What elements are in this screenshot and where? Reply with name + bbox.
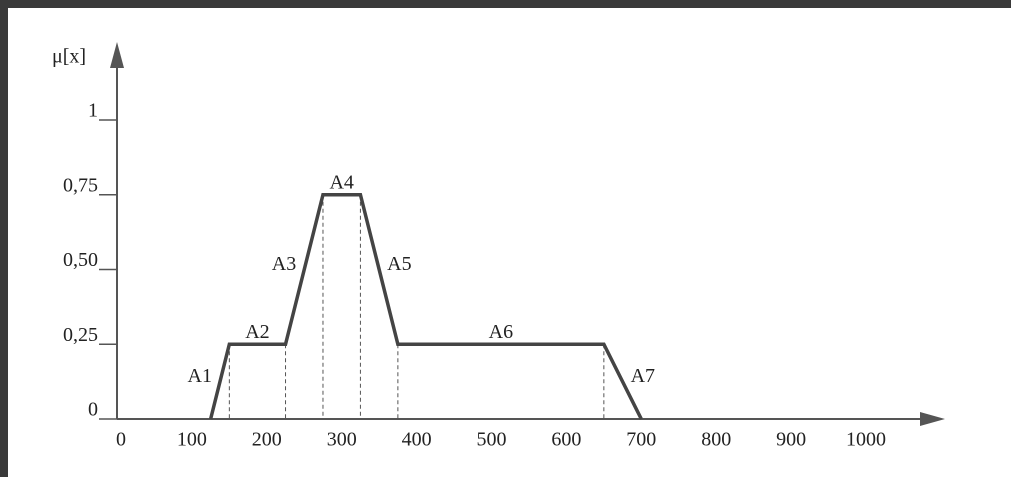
segment-label: A1 xyxy=(188,365,212,387)
y-tick-label: 1 xyxy=(88,100,98,122)
segment-label: A5 xyxy=(387,253,411,275)
x-tick-label: 700 xyxy=(626,429,656,451)
x-tick-label: 600 xyxy=(551,429,581,451)
y-tick-label: 0,50 xyxy=(63,249,98,271)
chart: μ[x] 0 0,25 0,50 0,75 1 0 100 200 300 400 500 600 70… xyxy=(0,0,1011,477)
x-tick-label: 1000 xyxy=(846,429,886,451)
segment-label: A6 xyxy=(489,321,513,343)
segment-label: A7 xyxy=(631,365,655,387)
y-axis-label: μ[x] xyxy=(52,46,86,68)
x-tick-label: 200 xyxy=(252,429,282,451)
x-tick-label: 900 xyxy=(776,429,806,451)
y-tick-label: 0,25 xyxy=(63,324,98,346)
x-tick-label: 400 xyxy=(402,429,432,451)
segment-label: A2 xyxy=(245,321,269,343)
y-tick-label: 0,75 xyxy=(63,174,98,196)
x-tick-label: 800 xyxy=(701,429,731,451)
y-axis-arrow xyxy=(110,42,124,68)
x-axis-arrow xyxy=(920,412,945,426)
segment-label: A4 xyxy=(329,171,353,193)
x-tick-label: 300 xyxy=(327,429,357,451)
page: {"chart_data": { "type": "line", "y_labe… xyxy=(0,0,1011,477)
membership-line xyxy=(211,195,642,419)
segment-label: A3 xyxy=(272,253,296,275)
x-tick-label: 0 xyxy=(116,429,126,451)
x-tick-label: 500 xyxy=(477,429,507,451)
y-tick-label: 0 xyxy=(88,399,98,421)
x-tick-label: 100 xyxy=(177,429,207,451)
